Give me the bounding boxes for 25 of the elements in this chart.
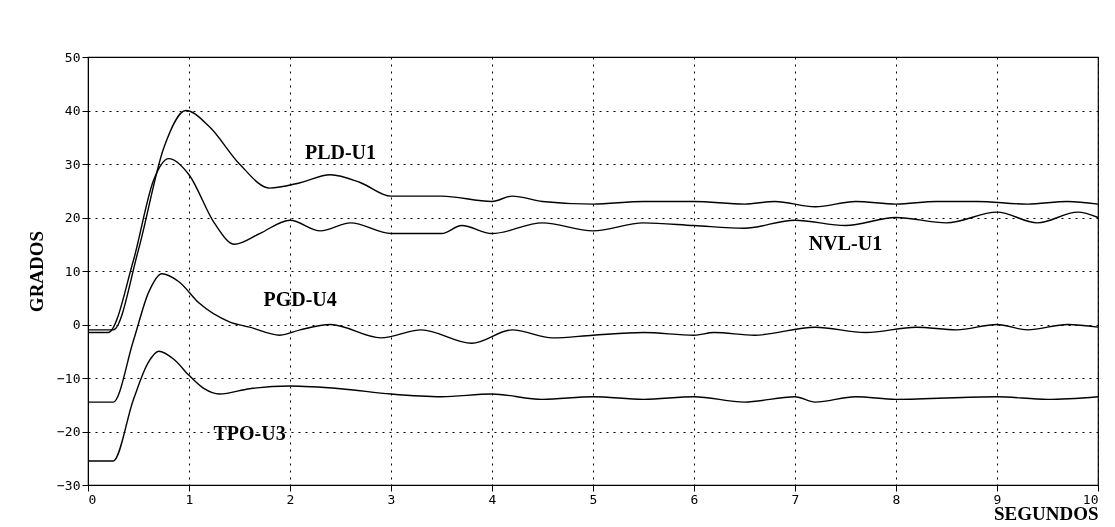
y-tick-label: 0: [72, 317, 81, 332]
y-tick-label: −20: [57, 424, 81, 439]
y-tick-label: −30: [57, 477, 81, 493]
x-tick-label: 9: [993, 491, 1002, 507]
y-tick-label: 40: [64, 103, 81, 118]
y-tick-label: 20: [64, 210, 81, 225]
series-label: NVL-U1: [808, 232, 883, 255]
x-tick-label: 8: [892, 491, 901, 507]
x-tick-label: 4: [488, 491, 497, 507]
x-tick-label: 0: [88, 491, 97, 507]
x-tick-label: 2: [286, 491, 295, 507]
series-label: PLD-U1: [304, 141, 377, 164]
x-tick-label: 7: [791, 491, 800, 507]
y-tick-label: 10: [64, 263, 81, 279]
x-tick-label: 1: [185, 491, 194, 507]
x-tick-label: 5: [589, 491, 598, 507]
x-tick-label: 10: [1082, 491, 1099, 507]
y-axis-title: GRADOS: [26, 230, 48, 313]
y-tick-label: −10: [57, 370, 81, 386]
y-tick-label: 50: [64, 49, 81, 65]
y-tick-label: 30: [64, 156, 81, 172]
x-tick-label: 6: [690, 491, 699, 507]
series-label: TPO-U3: [213, 422, 286, 445]
x-tick-label: 3: [387, 491, 396, 507]
series-label: PGD-U4: [263, 288, 337, 311]
